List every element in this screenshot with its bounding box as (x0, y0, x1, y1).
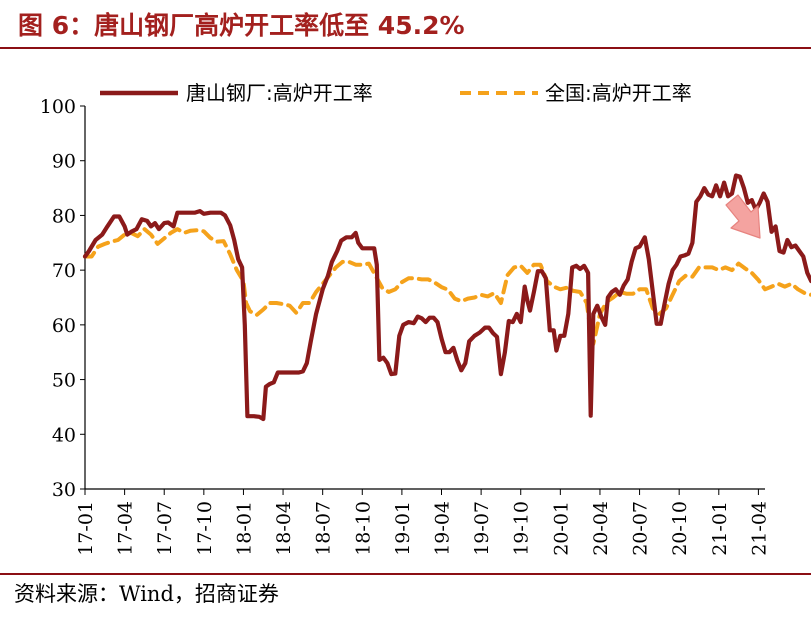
x-tick-label: 17-10 (194, 501, 216, 556)
source-note: 资料来源：Wind，招商证券 (14, 582, 279, 606)
y-tick-label: 90 (52, 151, 76, 173)
chart-annotation (725, 194, 761, 239)
source-rule (0, 573, 811, 575)
title-rule (0, 47, 811, 49)
chart-legend: 唐山钢厂:高炉开工率 全国:高炉开工率 (100, 81, 692, 105)
x-tick-label: 21-01 (709, 501, 731, 556)
x-tick-label: 19-04 (432, 501, 454, 556)
series-line-tangshan (82, 173, 811, 422)
x-tick-label: 18-04 (273, 501, 295, 556)
chart-series (82, 173, 811, 422)
x-tick-label: 21-04 (748, 501, 770, 556)
legend-label-tangshan: 唐山钢厂:高炉开工率 (186, 81, 373, 105)
down-arrow-icon (725, 194, 761, 239)
x-tick-label: 18-07 (313, 501, 335, 556)
x-tick-label: 19-10 (511, 501, 533, 556)
x-tick-label: 20-04 (590, 501, 612, 556)
x-tick-label: 19-07 (471, 501, 493, 556)
x-tick-label: 17-01 (75, 501, 97, 556)
series-line-national (83, 227, 811, 346)
x-tick-label: 18-10 (352, 501, 374, 556)
y-tick-label: 80 (52, 205, 76, 227)
x-tick-label: 20-01 (550, 501, 572, 556)
chart-axes: 30 40 50 60 70 80 90 100 17-01 17-04 17-07 17-10 18-… (40, 96, 771, 556)
y-tick-label: 70 (52, 260, 76, 282)
x-tick-label: 19-01 (392, 501, 414, 556)
legend-label-national: 全国:高炉开工率 (545, 81, 692, 105)
x-tick-label: 20-10 (669, 501, 691, 556)
y-tick-label: 60 (52, 315, 76, 337)
y-tick-label: 100 (40, 96, 76, 118)
figure-title: 图 6：唐山钢厂高炉开工率低至 45.2% (18, 11, 465, 40)
line-chart: 30 40 50 60 70 80 90 100 17-01 17-04 17-07 17-10 18-… (40, 81, 811, 556)
y-tick-label: 40 (52, 424, 76, 446)
y-tick-label: 50 (52, 370, 76, 392)
x-tick-label: 17-07 (154, 501, 176, 556)
x-tick-label: 18-01 (233, 501, 255, 556)
x-tick-label: 17-04 (115, 501, 137, 556)
x-tick-label: 20-07 (630, 501, 652, 556)
y-tick-label: 30 (52, 479, 76, 501)
